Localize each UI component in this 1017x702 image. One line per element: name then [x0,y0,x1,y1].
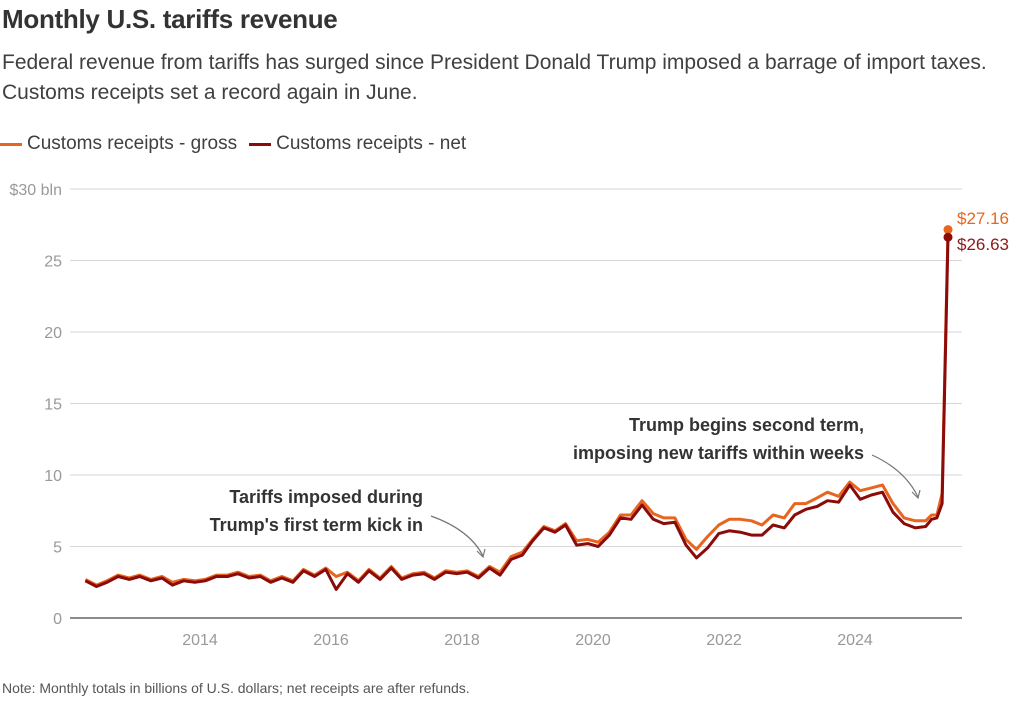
legend-item-gross: Customs receipts - gross [0,133,237,155]
legend-swatch-gross [0,142,22,146]
y-axis-ticks: 0 5 10 15 20 25 $30 bln [10,182,63,628]
y-tick-label: 25 [44,254,62,271]
footnote: Note: Monthly totals in billions of U.S.… [2,680,470,696]
x-tick-label: 2018 [444,632,480,649]
annotation-arrowhead-first-term [476,548,486,559]
y-tick-label: 0 [53,611,62,628]
chart-title: Monthly U.S. tariffs revenue [2,4,338,34]
x-tick-label: 2014 [182,632,218,649]
y-tick-label: 10 [44,468,62,485]
legend: Customs receipts - gross Customs receipt… [0,133,478,155]
legend-item-net: Customs receipts - net [249,133,466,155]
end-label-gross: $27.16 [957,209,1009,228]
x-tick-label: 2022 [706,632,742,649]
annotation-arrow-second-term [871,454,919,498]
annotation-arrowhead-second-term [911,489,921,500]
end-point-gross [943,225,953,235]
x-axis-ticks: 2014 2016 2018 2020 2022 2024 [182,632,873,649]
series-lines [84,225,953,591]
end-label-net: $26.63 [957,235,1009,254]
y-tick-label: 15 [44,397,62,414]
end-labels: $27.16 $26.63 [957,209,1009,254]
legend-label-net: Customs receipts - net [276,133,467,154]
y-tick-label: 20 [44,325,62,342]
x-tick-label: 2020 [575,632,611,649]
series-line-net [84,237,950,591]
annotation-text-second-term: Trump begins second term, [629,415,864,435]
x-tick-label: 2016 [313,632,349,649]
x-tick-label: 2024 [837,632,873,649]
annotation-arrow-first-term [430,515,484,557]
annotation-text-second-term: imposing new tariffs within weeks [573,443,864,463]
annotations: Tariffs imposed during Trump's first term… [210,415,921,559]
y-tick-label: $30 bln [10,182,63,199]
annotation-text-first-term: Tariffs imposed during [229,487,423,507]
end-point-net [943,232,953,242]
legend-label-gross: Customs receipts - gross [27,133,238,154]
gridlines [70,188,962,619]
annotation-text-first-term: Trump's first term kick in [210,515,423,535]
chart-subtitle: Federal revenue from tariffs has surged … [2,51,987,104]
y-tick-label: 5 [53,540,62,557]
legend-swatch-net [249,142,272,146]
